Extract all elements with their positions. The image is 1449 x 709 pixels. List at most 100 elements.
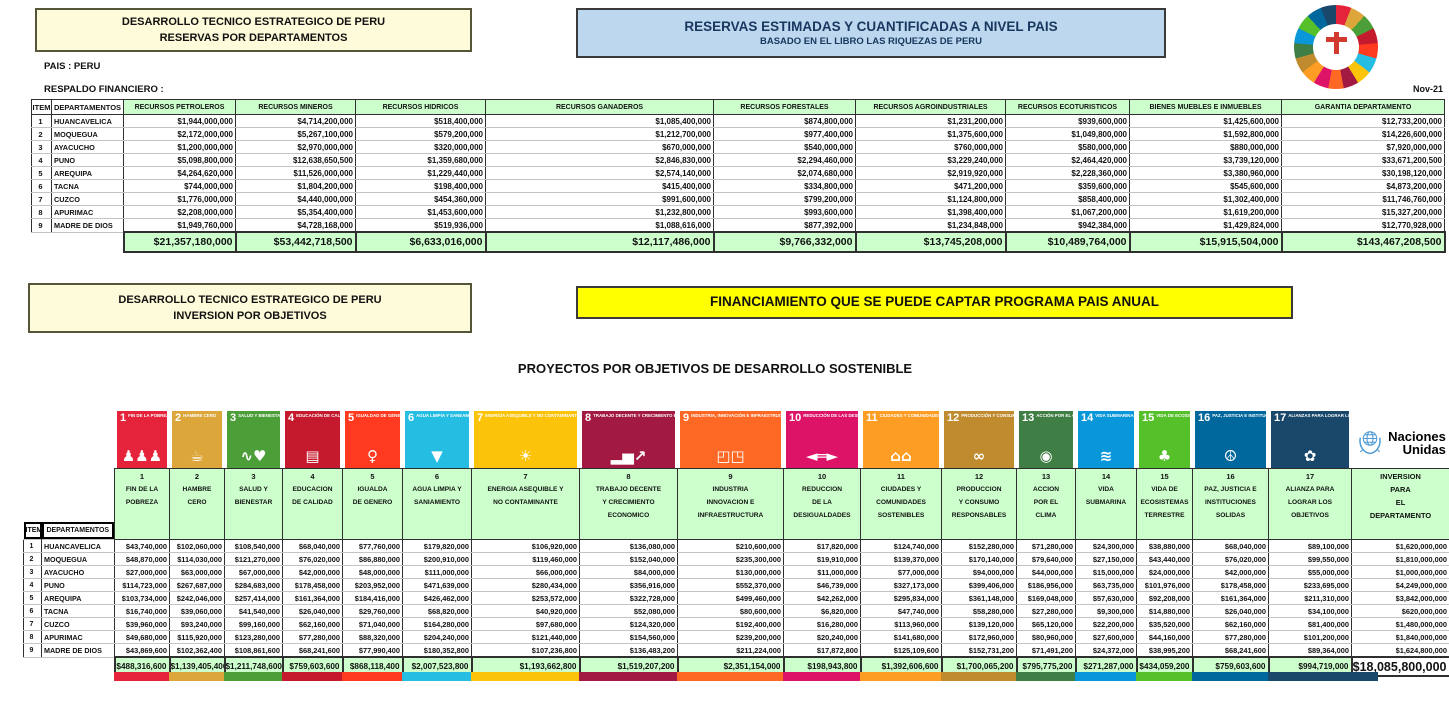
value-cell[interactable]: $1,619,200,000 <box>1129 205 1282 219</box>
column-header[interactable]: RECURSOS HIDRICOS <box>355 99 486 115</box>
sdg-column-header[interactable]: 7 ENERGIA ASEQUIBLE Y NO CONTAMINANTE <box>471 468 580 540</box>
value-cell[interactable]: $5,267,100,000 <box>235 127 356 141</box>
value-cell[interactable]: $4,714,200,000 <box>235 114 356 128</box>
sdg-column-header[interactable]: 12 PRODUCCION Y CONSUMO RESPONSABLES <box>941 468 1017 540</box>
value-cell[interactable]: $121,440,000 <box>471 630 580 644</box>
dept-cell[interactable]: PUNO <box>51 153 124 167</box>
value-cell[interactable]: $62,160,000 <box>282 617 343 631</box>
item-column-header[interactable]: ITEM <box>23 522 42 539</box>
value-cell[interactable]: $1,212,700,000 <box>485 127 714 141</box>
value-cell[interactable]: $1,359,680,000 <box>355 153 486 167</box>
value-cell[interactable]: $58,280,000 <box>941 604 1017 618</box>
value-cell[interactable]: $114,723,000 <box>114 578 170 592</box>
value-cell[interactable]: $172,960,000 <box>941 630 1017 644</box>
value-cell[interactable]: $11,746,760,000 <box>1281 192 1445 206</box>
value-cell[interactable]: $57,630,000 <box>1075 591 1137 605</box>
value-cell[interactable]: $284,683,000 <box>224 578 283 592</box>
value-cell[interactable]: $30,198,120,000 <box>1281 166 1445 180</box>
value-cell[interactable]: $24,300,000 <box>1075 539 1137 553</box>
value-cell[interactable]: $192,400,000 <box>677 617 784 631</box>
value-cell[interactable]: $211,224,000 <box>677 643 784 658</box>
value-cell[interactable]: $27,600,000 <box>1075 630 1137 644</box>
total-cell[interactable]: $1,193,662,800 <box>470 656 581 677</box>
item-cell[interactable]: 3 <box>23 565 42 579</box>
value-cell[interactable]: $580,000,000 <box>1005 140 1130 154</box>
value-cell[interactable]: $12,770,928,000 <box>1281 218 1445 233</box>
value-cell[interactable]: $7,920,000,000 <box>1281 140 1445 154</box>
value-cell[interactable]: $65,120,000 <box>1016 617 1076 631</box>
value-cell[interactable]: $164,280,000 <box>402 617 472 631</box>
value-cell[interactable]: $942,384,000 <box>1005 218 1130 233</box>
sdg-column-header[interactable]: 8 TRABAJO DECENTE Y CRECIMIENTO ECONOMICO <box>579 468 678 540</box>
value-cell[interactable]: $253,572,000 <box>471 591 580 605</box>
value-cell[interactable]: $92,208,000 <box>1136 591 1193 605</box>
value-cell[interactable]: $77,760,000 <box>342 539 403 553</box>
item-cell[interactable]: 2 <box>31 127 52 141</box>
value-cell[interactable]: $48,870,000 <box>114 552 170 566</box>
value-cell[interactable]: $186,956,000 <box>1016 578 1076 592</box>
value-cell[interactable]: $1,231,200,000 <box>855 114 1006 128</box>
value-cell[interactable]: $42,262,000 <box>783 591 861 605</box>
value-cell[interactable]: $154,560,000 <box>579 630 678 644</box>
value-cell[interactable]: $114,030,000 <box>169 552 225 566</box>
column-header[interactable]: GARANTIA DEPARTAMENTO <box>1281 99 1445 115</box>
value-cell[interactable]: $9,300,000 <box>1075 604 1137 618</box>
value-cell[interactable]: $17,820,000 <box>783 539 861 553</box>
column-header[interactable]: DEPARTAMENTOS <box>51 99 124 115</box>
value-cell[interactable]: $139,120,000 <box>941 617 1017 631</box>
investment-column-header[interactable]: INVERSION PARA EL DEPARTAMENTO <box>1351 468 1449 540</box>
value-cell[interactable]: $1,592,800,000 <box>1129 127 1282 141</box>
dept-cell[interactable]: MOQUEGUA <box>51 127 124 141</box>
total-cell[interactable]: $759,603,600 <box>281 656 344 677</box>
value-cell[interactable]: $361,148,000 <box>941 591 1017 605</box>
total-cell[interactable]: $9,766,332,000 <box>712 231 857 253</box>
item-cell[interactable]: 5 <box>23 591 42 605</box>
value-cell[interactable]: $68,241,600 <box>282 643 343 658</box>
value-cell[interactable]: $1,067,200,000 <box>1005 205 1130 219</box>
value-cell[interactable]: $198,400,000 <box>355 179 486 193</box>
total-cell[interactable]: $795,775,200 <box>1015 656 1077 677</box>
sdg-column-header[interactable]: 13 ACCION POR EL CLIMA <box>1016 468 1076 540</box>
value-cell[interactable]: $178,458,000 <box>1192 578 1269 592</box>
column-header[interactable]: ITEM <box>31 99 52 115</box>
value-cell[interactable]: $20,240,000 <box>783 630 861 644</box>
value-cell[interactable]: $55,000,000 <box>1268 565 1352 579</box>
value-cell[interactable]: $52,080,000 <box>579 604 678 618</box>
value-cell[interactable]: $102,362,400 <box>169 643 225 658</box>
value-cell[interactable]: $2,172,000,000 <box>123 127 236 141</box>
value-cell[interactable]: $204,240,000 <box>402 630 472 644</box>
value-cell[interactable]: $322,728,000 <box>579 591 678 605</box>
value-cell[interactable]: $43,869,600 <box>114 643 170 658</box>
value-cell[interactable]: $97,680,000 <box>471 617 580 631</box>
value-cell[interactable]: $1,085,400,000 <box>485 114 714 128</box>
item-cell[interactable]: 1 <box>23 539 42 553</box>
value-cell[interactable]: $1,232,800,000 <box>485 205 714 219</box>
value-cell[interactable]: $518,400,000 <box>355 114 486 128</box>
total-cell[interactable]: $13,745,208,000 <box>854 231 1007 253</box>
value-cell[interactable]: $38,880,000 <box>1136 539 1193 553</box>
value-cell[interactable]: $63,000,000 <box>169 565 225 579</box>
value-cell[interactable]: $79,640,000 <box>1016 552 1076 566</box>
dept-cell[interactable]: CUZCO <box>41 617 115 631</box>
row-total-cell[interactable]: $620,000,000 <box>1351 604 1449 618</box>
value-cell[interactable]: $3,739,120,000 <box>1129 153 1282 167</box>
value-cell[interactable]: $11,000,000 <box>783 565 861 579</box>
item-cell[interactable]: 4 <box>23 578 42 592</box>
value-cell[interactable]: $334,800,000 <box>713 179 856 193</box>
dept-cell[interactable]: TACNA <box>51 179 124 193</box>
value-cell[interactable]: $1,429,824,000 <box>1129 218 1282 233</box>
row-total-cell[interactable]: $4,249,000,000 <box>1351 578 1449 592</box>
value-cell[interactable]: $6,820,000 <box>783 604 861 618</box>
value-cell[interactable]: $77,000,000 <box>860 565 942 579</box>
value-cell[interactable]: $799,200,000 <box>713 192 856 206</box>
dept-cell[interactable]: HUANCAVELICA <box>51 114 124 128</box>
column-header[interactable]: RECURSOS MINEROS <box>235 99 356 115</box>
value-cell[interactable]: $670,000,000 <box>485 140 714 154</box>
item-cell[interactable]: 5 <box>31 166 52 180</box>
total-cell[interactable]: $434,059,200 <box>1135 656 1194 677</box>
total-cell[interactable]: $6,633,016,000 <box>354 231 487 253</box>
value-cell[interactable]: $123,280,000 <box>224 630 283 644</box>
value-cell[interactable]: $44,160,000 <box>1136 630 1193 644</box>
value-cell[interactable]: $161,364,000 <box>282 591 343 605</box>
